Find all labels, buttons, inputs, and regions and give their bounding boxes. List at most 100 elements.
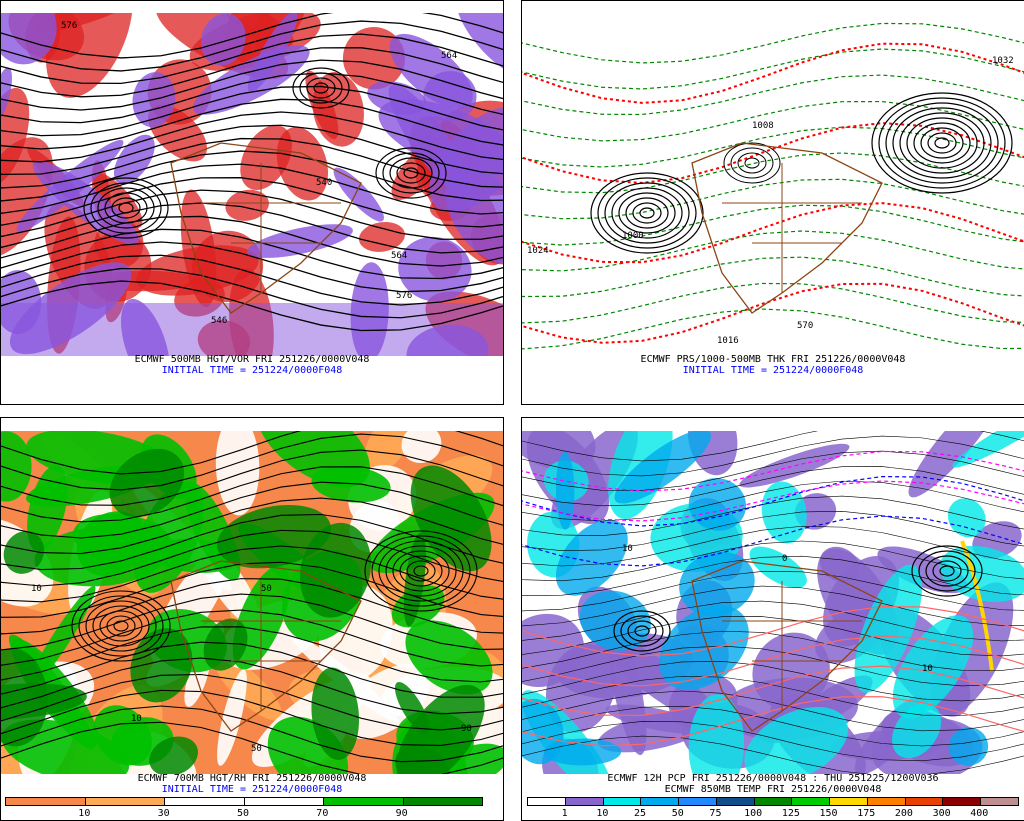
contour-line	[522, 230, 1024, 272]
contour-label: 50	[251, 744, 262, 754]
shaded-region	[601, 635, 721, 727]
colorbar-swatch	[165, 798, 245, 805]
contour-line	[1, 85, 503, 137]
contour-line	[1, 431, 503, 475]
contour-label: 10	[31, 584, 42, 594]
contour-line	[522, 555, 1024, 596]
colorbar-swatch	[943, 798, 982, 805]
closed-contour	[899, 112, 985, 174]
closed-contour	[906, 117, 978, 169]
closed-contour	[90, 182, 162, 234]
shaded-region	[555, 519, 628, 596]
shaded-region	[579, 590, 651, 651]
contour-line	[1, 177, 503, 228]
closed-contour	[939, 565, 955, 577]
shaded-region	[214, 654, 282, 721]
contour-line	[522, 665, 1024, 716]
shaded-region	[225, 189, 269, 221]
contour-line	[522, 480, 1024, 522]
contour-line	[522, 475, 1024, 527]
closed-contour	[737, 152, 767, 174]
colorbar-label: 10	[596, 808, 609, 819]
shaded-region	[1, 137, 53, 258]
contour-line	[522, 152, 1024, 194]
closed-contour	[85, 600, 157, 652]
map-700mb: 10 50 90 10 50	[1, 431, 503, 774]
initial-time: INITIAL TIME = 251224/0000F048	[161, 365, 343, 376]
shaded-region	[744, 707, 849, 774]
caption: ECMWF PRS/1000-500MB THK FRI 251226/0000…	[640, 354, 906, 365]
closed-contour	[934, 137, 950, 149]
closed-contour	[306, 77, 336, 99]
contour-label: 576	[396, 291, 412, 301]
contour-line	[522, 204, 1024, 246]
precip-colorbar	[527, 797, 1019, 806]
closed-contour	[399, 555, 443, 587]
contour-line	[522, 630, 1024, 671]
contour-line	[522, 450, 1024, 491]
shaded-region	[358, 221, 405, 252]
shaded-region	[203, 618, 248, 671]
shaded-region	[26, 585, 96, 692]
closed-contour	[382, 152, 440, 194]
caption: ECMWF 500MB HGT/VOR FRI 251226/0000V048	[134, 354, 370, 365]
shaded-region	[342, 27, 406, 90]
initial-time: INITIAL TIME = 251224/0000F048	[682, 365, 864, 376]
contour-line	[1, 150, 503, 202]
closed-contour	[611, 187, 683, 239]
closed-contour	[871, 92, 1013, 194]
contour-line	[522, 282, 1024, 344]
closed-contour	[932, 560, 962, 582]
colorbar-label: 25	[634, 808, 647, 819]
shaded-region	[522, 613, 584, 688]
contour-line	[1, 189, 503, 240]
contour-label: 90	[461, 724, 472, 734]
contour-label: 10	[131, 714, 142, 724]
colorbar-swatch	[528, 798, 566, 805]
shaded-region	[761, 481, 807, 544]
closed-contour	[925, 555, 969, 587]
colorbar-swatch	[792, 798, 831, 805]
closed-contour	[97, 187, 155, 229]
shaded-region	[333, 167, 384, 222]
shaded-region	[679, 551, 755, 617]
closed-contour	[389, 157, 433, 189]
shaded-region	[952, 431, 1024, 468]
closed-contour	[634, 625, 650, 637]
coastline	[170, 142, 362, 314]
closed-contour	[620, 615, 664, 647]
shaded-region	[854, 564, 923, 693]
contour-label: 10	[622, 544, 633, 554]
closed-contour	[911, 545, 983, 597]
shaded-region	[247, 13, 298, 93]
contour-label: 1016	[717, 336, 739, 346]
contour-line	[1, 657, 503, 715]
closed-contour	[885, 102, 999, 184]
closed-contour	[590, 172, 704, 254]
contour-line	[1, 13, 503, 59]
shaded-region	[364, 431, 415, 473]
closed-contour	[364, 530, 478, 612]
shaded-region	[1, 13, 57, 65]
colorbar-swatch	[244, 798, 324, 805]
shaded-region	[688, 478, 747, 531]
contour-line	[1, 497, 503, 555]
colorbar-swatch	[565, 798, 604, 805]
shaded-region	[749, 546, 807, 589]
shaded-region	[948, 727, 989, 766]
contour-label: 570	[797, 321, 813, 331]
closed-contour	[744, 157, 760, 169]
closed-contour	[99, 610, 143, 642]
shaded-region	[398, 236, 472, 302]
contour-line	[522, 466, 1024, 507]
political-boundary	[201, 163, 341, 293]
coastline	[170, 560, 362, 732]
colorbar-swatch	[324, 798, 404, 805]
colorbar-label: 50	[236, 808, 250, 819]
contour-line	[522, 48, 1024, 90]
shaded-region	[1, 431, 32, 502]
shaded-region	[423, 71, 477, 122]
contour-line	[522, 675, 1024, 716]
political-boundary	[722, 163, 862, 293]
contour-line	[1, 254, 503, 306]
